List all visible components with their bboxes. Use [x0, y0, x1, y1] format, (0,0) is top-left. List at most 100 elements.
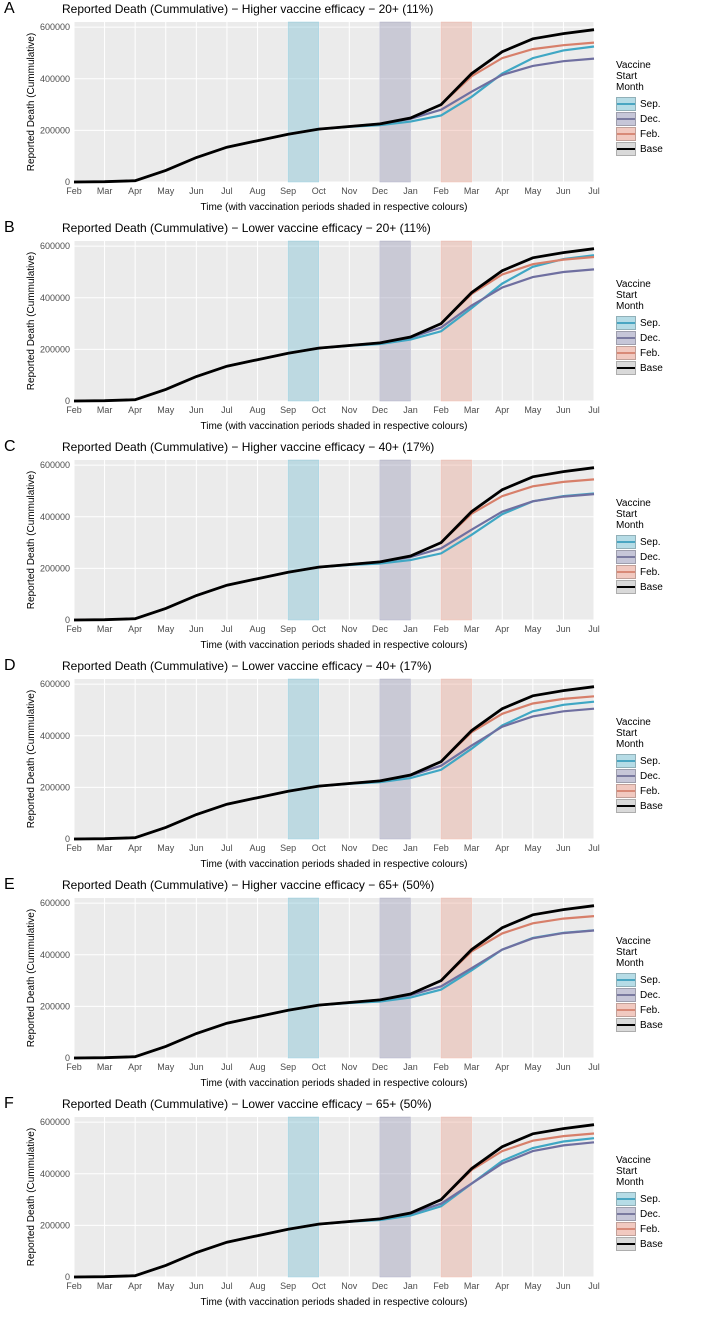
- legend-swatch: [616, 142, 636, 156]
- panel-f: FReported Death (Cummulative) − Lower va…: [0, 1095, 708, 1314]
- x-tick-label: Jan: [403, 186, 418, 196]
- panel-a: AReported Death (Cummulative) − Higher v…: [0, 0, 708, 219]
- legend-swatch: [616, 973, 636, 987]
- x-axis-title: Time (with vaccination periods shaded in…: [201, 1078, 468, 1089]
- x-tick-label: Feb: [433, 1062, 449, 1072]
- legend-label: Dec.: [640, 333, 661, 344]
- y-tick-label: 600000: [40, 898, 70, 908]
- legend-item: Sep.: [616, 535, 663, 549]
- chart: 0200000400000600000FebMarAprMayJunJulAug…: [22, 18, 602, 218]
- x-tick-label: Mar: [97, 186, 113, 196]
- x-tick-label: Apr: [128, 624, 142, 634]
- legend-swatch: [616, 784, 636, 798]
- legend-item: Dec.: [616, 988, 663, 1002]
- panel-letter: B: [4, 219, 15, 237]
- legend: VaccineStartMonthSep.Dec.Feb.Base: [616, 717, 663, 814]
- legend-label: Feb.: [640, 567, 660, 578]
- legend-item: Feb.: [616, 565, 663, 579]
- x-tick-label: May: [157, 186, 175, 196]
- y-axis-title: Reported Death (Cummulative): [26, 690, 37, 828]
- x-tick-label: Jun: [189, 405, 204, 415]
- x-tick-label: Feb: [66, 405, 82, 415]
- x-axis-title: Time (with vaccination periods shaded in…: [201, 859, 468, 870]
- x-tick-label: Oct: [312, 1062, 327, 1072]
- y-tick-label: 400000: [40, 74, 70, 84]
- x-tick-label: Apr: [128, 1062, 142, 1072]
- legend-label: Sep.: [640, 756, 661, 767]
- legend-swatch: [616, 1018, 636, 1032]
- x-tick-label: Jan: [403, 843, 418, 853]
- x-tick-label: Dec: [372, 186, 389, 196]
- x-tick-label: Apr: [495, 186, 509, 196]
- legend-title: VaccineStartMonth: [616, 936, 663, 969]
- x-tick-label: Mar: [464, 624, 480, 634]
- x-tick-label: Mar: [464, 1062, 480, 1072]
- shaded-sep: [288, 1117, 319, 1277]
- x-tick-label: Dec: [372, 843, 389, 853]
- x-tick-label: Oct: [312, 186, 327, 196]
- chart: 0200000400000600000FebMarAprMayJunJulAug…: [22, 1113, 602, 1313]
- x-tick-label: Jan: [403, 624, 418, 634]
- x-tick-label: Feb: [66, 1062, 82, 1072]
- legend-label: Dec.: [640, 990, 661, 1001]
- x-tick-label: Apr: [495, 1062, 509, 1072]
- y-tick-label: 400000: [40, 1169, 70, 1179]
- legend: VaccineStartMonthSep.Dec.Feb.Base: [616, 1155, 663, 1252]
- x-tick-label: May: [157, 1281, 175, 1291]
- x-tick-label: Sep: [280, 624, 296, 634]
- y-tick-label: 600000: [40, 1117, 70, 1127]
- x-tick-label: Aug: [250, 843, 266, 853]
- x-tick-label: May: [157, 843, 175, 853]
- shaded-sep: [288, 241, 319, 401]
- legend-item: Feb.: [616, 127, 663, 141]
- x-tick-label: Mar: [97, 843, 113, 853]
- panel-c: CReported Death (Cummulative) − Higher v…: [0, 438, 708, 657]
- panel-b: BReported Death (Cummulative) − Lower va…: [0, 219, 708, 438]
- x-tick-label: Dec: [372, 624, 389, 634]
- legend-swatch: [616, 112, 636, 126]
- y-tick-label: 600000: [40, 460, 70, 470]
- x-tick-label: Jan: [403, 1062, 418, 1072]
- legend-item: Dec.: [616, 1207, 663, 1221]
- x-tick-label: May: [524, 1281, 542, 1291]
- shaded-dec: [380, 679, 411, 839]
- legend: VaccineStartMonthSep.Dec.Feb.Base: [616, 936, 663, 1033]
- legend-title: VaccineStartMonth: [616, 717, 663, 750]
- legend-swatch: [616, 799, 636, 813]
- panel-letter: D: [4, 657, 16, 675]
- x-tick-label: Jul: [221, 624, 233, 634]
- legend-swatch: [616, 535, 636, 549]
- legend-item: Sep.: [616, 754, 663, 768]
- x-tick-label: Jul: [588, 186, 600, 196]
- legend-label: Sep.: [640, 975, 661, 986]
- x-tick-label: Mar: [97, 1281, 113, 1291]
- x-tick-label: Apr: [495, 624, 509, 634]
- legend-swatch: [616, 127, 636, 141]
- legend-swatch: [616, 1192, 636, 1206]
- legend-swatch: [616, 754, 636, 768]
- x-tick-label: Jun: [556, 1062, 571, 1072]
- shaded-sep: [288, 22, 319, 182]
- x-tick-label: Jun: [189, 1062, 204, 1072]
- x-tick-label: Oct: [312, 624, 327, 634]
- legend: VaccineStartMonthSep.Dec.Feb.Base: [616, 279, 663, 376]
- legend-swatch: [616, 331, 636, 345]
- x-tick-label: Oct: [312, 405, 327, 415]
- x-tick-label: Dec: [372, 405, 389, 415]
- x-tick-label: May: [524, 624, 542, 634]
- y-tick-label: 200000: [40, 125, 70, 135]
- panel-d: D Reported Death (Cummulative) − Lower va…: [0, 657, 708, 876]
- panel-title: Reported Death (Cummulative) − Lower vac…: [62, 659, 432, 673]
- legend-label: Feb.: [640, 348, 660, 359]
- x-tick-label: Apr: [128, 405, 142, 415]
- x-tick-label: Mar: [97, 1062, 113, 1072]
- chart: 0200000400000600000FebMarAprMayJunJulAug…: [22, 675, 602, 875]
- x-tick-label: Jun: [189, 1281, 204, 1291]
- legend-label: Feb.: [640, 786, 660, 797]
- y-tick-label: 200000: [40, 563, 70, 573]
- x-tick-label: Mar: [97, 405, 113, 415]
- legend-item: Sep.: [616, 973, 663, 987]
- x-tick-label: Jul: [588, 1281, 600, 1291]
- legend-label: Base: [640, 582, 663, 593]
- x-tick-label: Apr: [495, 405, 509, 415]
